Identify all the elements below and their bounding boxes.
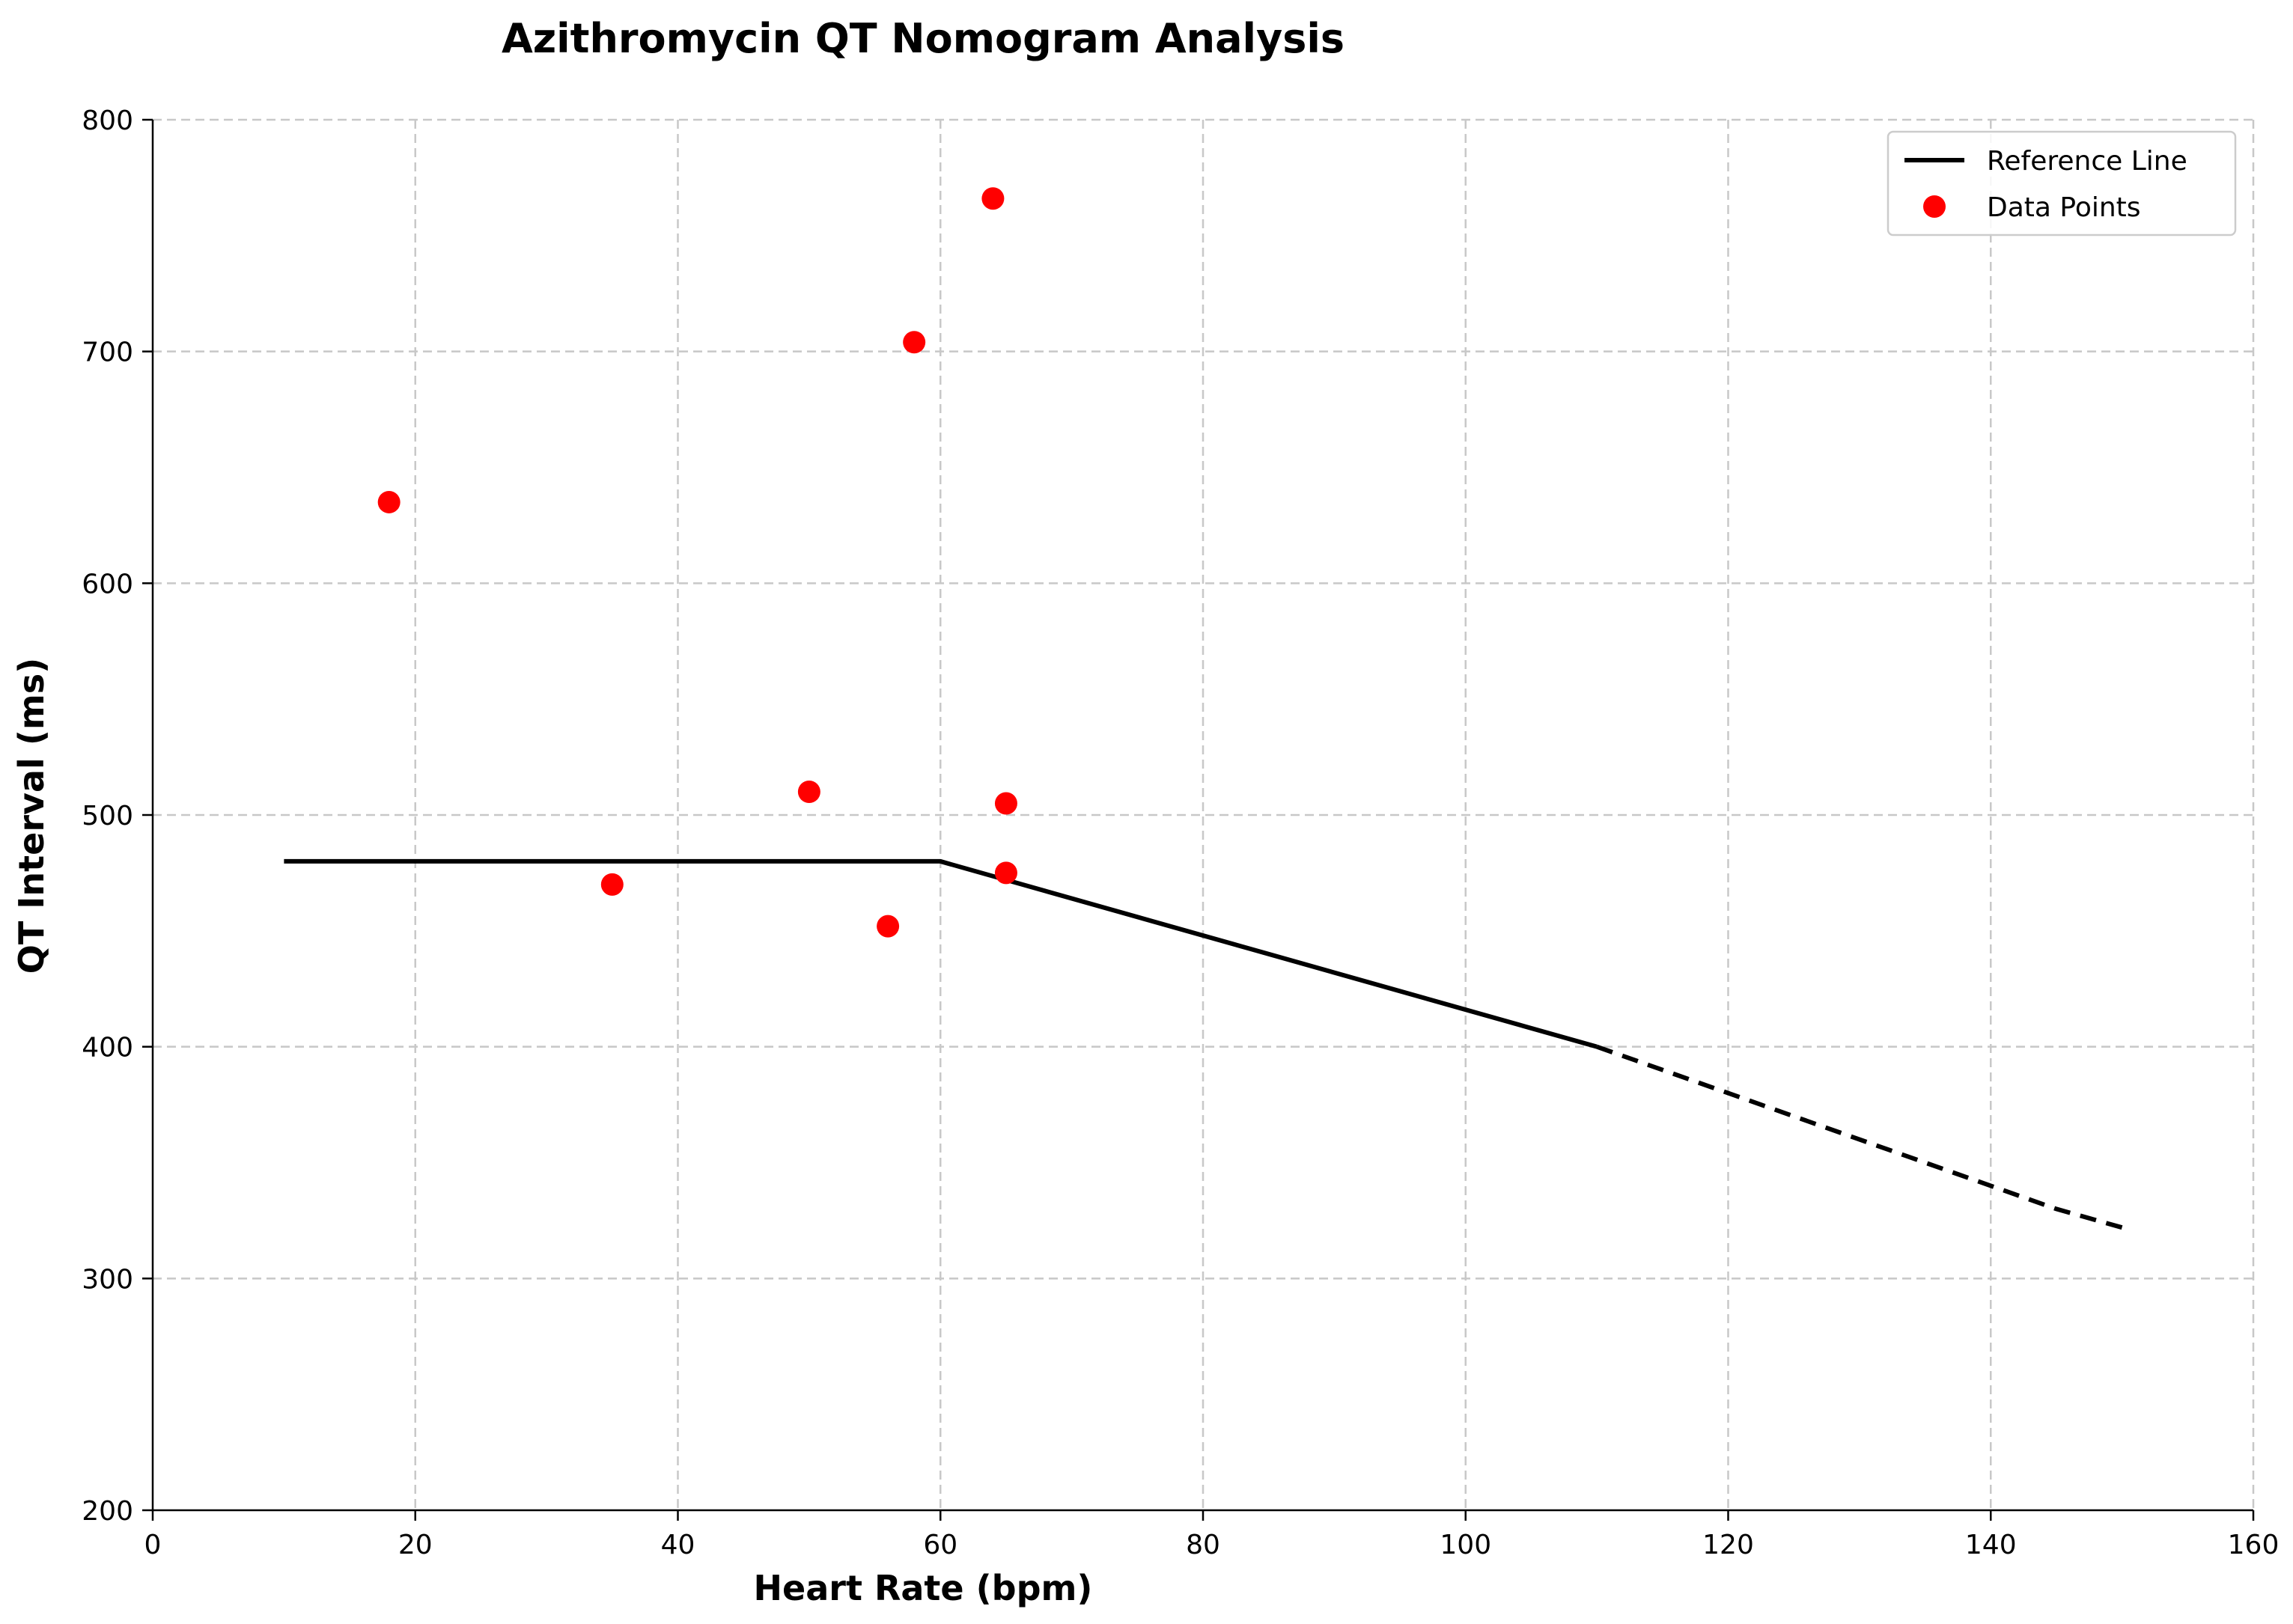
y-tick-label: 200 (82, 1496, 133, 1527)
x-tick-label: 160 (2228, 1530, 2280, 1560)
y-tick-label: 300 (82, 1264, 133, 1295)
y-tick-label: 800 (82, 106, 133, 136)
y-tick-label: 400 (82, 1033, 133, 1063)
legend-marker-swatch (1923, 195, 1946, 218)
y-tick-label: 700 (82, 338, 133, 368)
data-point (994, 861, 1017, 885)
plot-series (284, 187, 2123, 1230)
chart-title: Azithromycin QT Nomogram Analysis (502, 15, 1345, 62)
data-point (994, 792, 1017, 815)
grid (153, 118, 2255, 1510)
x-tick-label: 140 (1965, 1530, 2017, 1560)
reference-line-dashed (1596, 1044, 2123, 1230)
legend-label: Reference Line (1987, 146, 2187, 177)
x-tick-label: 20 (398, 1530, 433, 1560)
data-point (600, 873, 624, 896)
tick-labels: 0 20 40 60 80 100 120 140 160 200 300 400 500 600 700 8… (82, 106, 2279, 1560)
y-axis-label: QT Interval (ms) (11, 658, 52, 974)
data-point (903, 331, 926, 354)
x-axis-label: Heart Rate (bpm) (754, 1568, 1093, 1608)
legend: Reference Line Data Points (1887, 130, 2237, 236)
y-tick-label: 600 (82, 569, 133, 599)
data-point (377, 490, 401, 513)
x-tick-label: 40 (661, 1530, 695, 1560)
axes (142, 118, 2255, 1521)
x-tick-label: 80 (1186, 1530, 1220, 1560)
x-tick-label: 0 (144, 1530, 162, 1560)
legend-label: Data Points (1987, 192, 2141, 223)
data-point (877, 915, 900, 938)
reference-line-solid (284, 858, 1598, 1049)
x-tick-label: 120 (1702, 1530, 1754, 1560)
y-tick-label: 500 (82, 801, 133, 831)
x-tick-label: 100 (1440, 1530, 1491, 1560)
data-point (981, 187, 1005, 210)
data-point (797, 781, 820, 804)
x-tick-label: 60 (923, 1530, 957, 1560)
legend-box (1887, 130, 2237, 236)
